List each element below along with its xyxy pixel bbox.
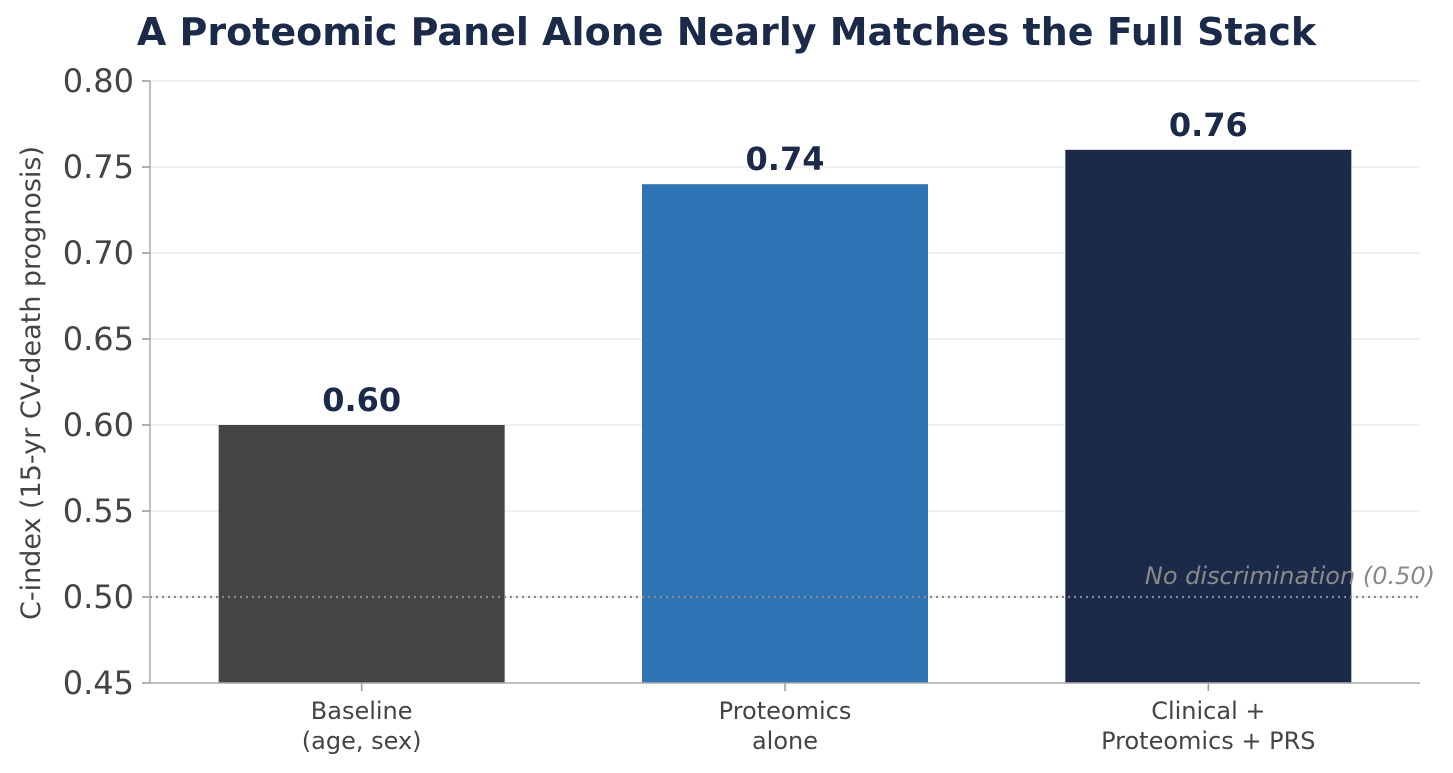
bar (642, 184, 928, 683)
y-tick-label: 0.45 (63, 664, 134, 702)
bar-value-label: 0.60 (322, 381, 401, 419)
y-tick-label: 0.50 (63, 578, 134, 616)
x-tick-label: (age, sex) (302, 727, 422, 755)
y-tick-label: 0.70 (63, 234, 134, 272)
chart-title: A Proteomic Panel Alone Nearly Matches t… (136, 10, 1317, 54)
y-tick-label: 0.65 (63, 320, 134, 358)
reference-line-label: No discrimination (0.50) (1145, 562, 1435, 590)
x-tick-label: Baseline (311, 697, 413, 725)
labels: 0.45 0.50 0.55 0.60 0.65 0.70 0.75 0.80 0.60 Base… (16, 62, 1435, 755)
x-tick-label: Clinical + (1151, 697, 1265, 725)
axes (142, 80, 1420, 691)
x-tick-label: Proteomics + PRS (1101, 727, 1315, 755)
y-tick-label: 0.75 (63, 148, 134, 186)
bar-value-label: 0.76 (1169, 106, 1248, 144)
y-axis-label: C-index (15-yr CV-death prognosis) (16, 146, 47, 620)
bar (1065, 149, 1352, 684)
x-tick-label: alone (752, 727, 818, 755)
bar (218, 425, 505, 683)
y-tick-label: 0.60 (63, 406, 134, 444)
x-tick-label: Proteomics (719, 697, 852, 725)
y-tick-label: 0.55 (63, 492, 134, 530)
y-tick-label: 0.80 (63, 62, 134, 100)
bar-value-label: 0.74 (746, 140, 825, 178)
bars (218, 149, 1352, 684)
